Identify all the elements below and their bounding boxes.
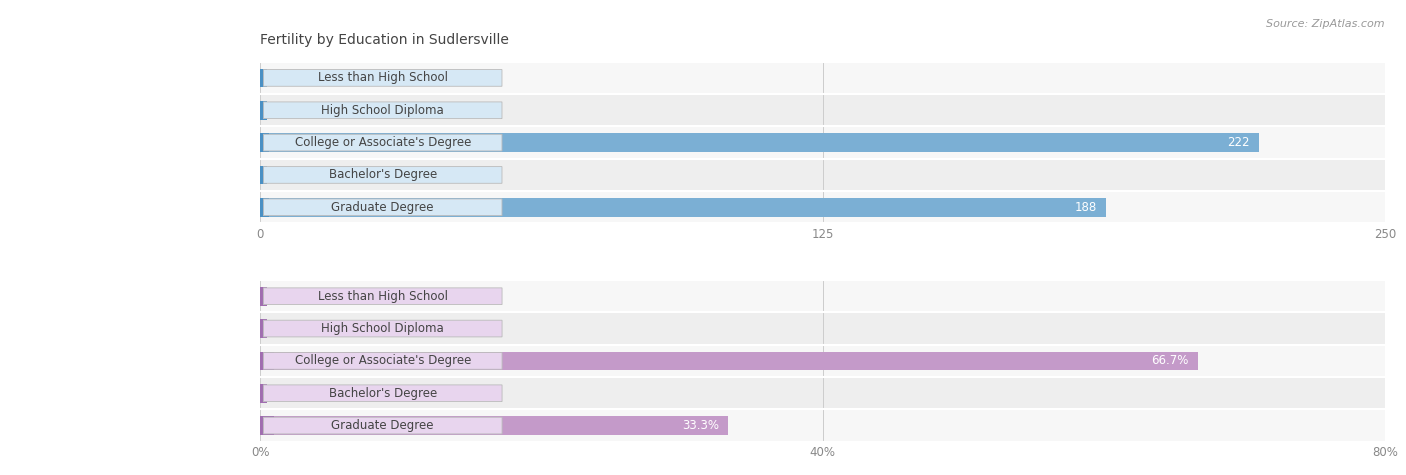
Bar — [260, 133, 269, 152]
Bar — [260, 101, 267, 120]
Text: College or Associate's Degree: College or Associate's Degree — [294, 136, 471, 149]
Bar — [260, 345, 1385, 377]
Bar — [260, 287, 267, 305]
Text: Bachelor's Degree: Bachelor's Degree — [329, 169, 437, 181]
Text: Less than High School: Less than High School — [318, 290, 447, 303]
Bar — [260, 101, 267, 120]
Bar — [260, 352, 1198, 370]
FancyBboxPatch shape — [263, 102, 502, 119]
Bar — [260, 384, 267, 403]
Text: 0.0%: 0.0% — [280, 290, 309, 303]
Bar — [260, 313, 1385, 345]
Bar — [260, 126, 1385, 159]
Bar — [260, 198, 1107, 217]
Bar — [260, 352, 274, 370]
Text: 0.0%: 0.0% — [280, 387, 309, 400]
Bar — [260, 377, 1385, 409]
Bar — [260, 94, 1385, 126]
FancyBboxPatch shape — [263, 288, 502, 304]
FancyBboxPatch shape — [263, 352, 502, 369]
FancyBboxPatch shape — [263, 417, 502, 434]
Bar — [260, 384, 267, 403]
Text: 0.0: 0.0 — [280, 71, 299, 85]
Text: Fertility by Education in Sudlersville: Fertility by Education in Sudlersville — [260, 33, 509, 47]
Bar — [260, 166, 267, 184]
Bar — [260, 319, 267, 338]
Text: 0.0: 0.0 — [280, 169, 299, 181]
Text: 188: 188 — [1074, 201, 1097, 214]
FancyBboxPatch shape — [263, 320, 502, 337]
Bar — [260, 133, 1258, 152]
FancyBboxPatch shape — [263, 69, 502, 86]
Bar — [260, 159, 1385, 191]
Bar — [260, 62, 1385, 94]
Text: 33.3%: 33.3% — [682, 419, 720, 432]
Bar — [260, 280, 1385, 313]
Text: 222: 222 — [1227, 136, 1250, 149]
FancyBboxPatch shape — [263, 385, 502, 401]
Text: Less than High School: Less than High School — [318, 71, 447, 85]
Text: 66.7%: 66.7% — [1152, 354, 1189, 367]
Bar — [260, 409, 1385, 442]
Text: High School Diploma: High School Diploma — [322, 322, 444, 335]
Text: Source: ZipAtlas.com: Source: ZipAtlas.com — [1267, 19, 1385, 29]
Text: Graduate Degree: Graduate Degree — [332, 419, 434, 432]
Bar — [260, 166, 267, 184]
Text: College or Associate's Degree: College or Associate's Degree — [294, 354, 471, 367]
Bar — [260, 198, 269, 217]
Bar — [260, 68, 267, 87]
Bar — [260, 416, 728, 435]
FancyBboxPatch shape — [263, 167, 502, 183]
Text: 0.0: 0.0 — [280, 104, 299, 117]
FancyBboxPatch shape — [263, 134, 502, 151]
FancyBboxPatch shape — [263, 199, 502, 216]
Bar — [260, 191, 1385, 223]
Text: Graduate Degree: Graduate Degree — [332, 201, 434, 214]
Bar — [260, 416, 274, 435]
Text: 0.0%: 0.0% — [280, 322, 309, 335]
Text: High School Diploma: High School Diploma — [322, 104, 444, 117]
Bar — [260, 287, 267, 305]
Text: Bachelor's Degree: Bachelor's Degree — [329, 387, 437, 400]
Bar — [260, 68, 267, 87]
Bar — [260, 319, 267, 338]
